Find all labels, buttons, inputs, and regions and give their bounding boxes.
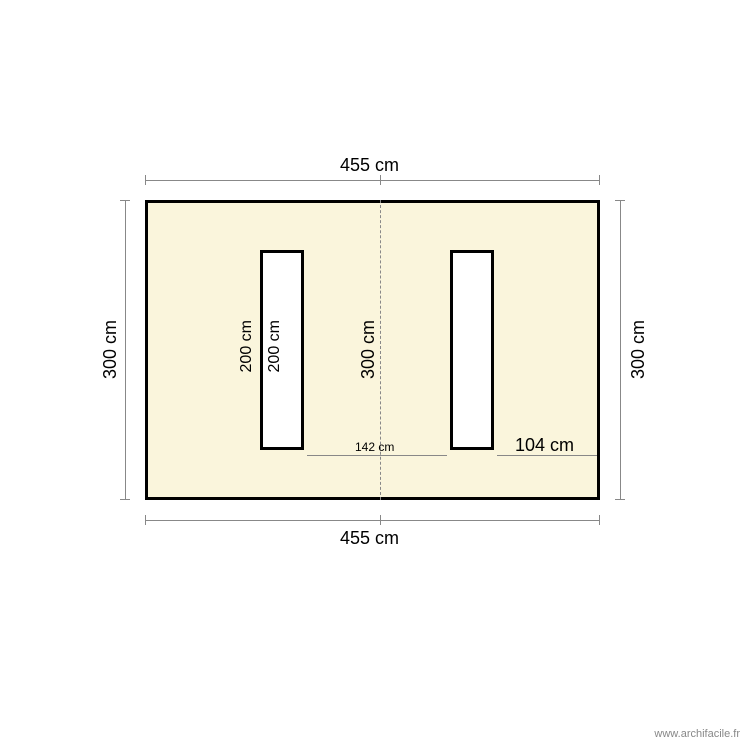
floor-plan-canvas: 455 cm 455 cm 300 cm 300 cm 300 cm 200 c… bbox=[0, 0, 750, 750]
watermark-text: www.archifacile.fr bbox=[654, 728, 740, 740]
dim-tick-bottom-right bbox=[599, 515, 600, 525]
dim-tick-left-bottom bbox=[120, 499, 130, 500]
dim-label-cutout-inner: 200 cm bbox=[266, 320, 284, 372]
dim-line-left bbox=[125, 200, 126, 500]
dim-tick-top-right bbox=[599, 175, 600, 185]
dim-tick-bottom-center bbox=[380, 515, 381, 525]
dim-label-gap-center: 142 cm bbox=[355, 440, 394, 454]
dim-tick-right-bottom bbox=[615, 499, 625, 500]
dim-label-gap-right: 104 cm bbox=[515, 435, 574, 456]
dim-line-top bbox=[145, 180, 600, 181]
dim-tick-right-top bbox=[615, 200, 625, 201]
dim-tick-bottom-left bbox=[145, 515, 146, 525]
dim-tick-top-left bbox=[145, 175, 146, 185]
dim-label-cutout-outer: 200 cm bbox=[238, 320, 256, 372]
dim-label-right-height: 300 cm bbox=[628, 320, 649, 379]
dim-label-bottom-width: 455 cm bbox=[340, 528, 399, 549]
cutout-right bbox=[450, 250, 494, 450]
dim-label-left-height: 300 cm bbox=[100, 320, 121, 379]
dim-line-gap-center bbox=[307, 455, 447, 456]
dim-tick-top-center bbox=[380, 175, 381, 185]
dim-label-top-width: 455 cm bbox=[340, 155, 399, 176]
dim-line-right bbox=[620, 200, 621, 500]
dim-tick-left-top bbox=[120, 200, 130, 201]
dim-label-center-height: 300 cm bbox=[358, 320, 379, 379]
dim-line-bottom bbox=[145, 520, 600, 521]
